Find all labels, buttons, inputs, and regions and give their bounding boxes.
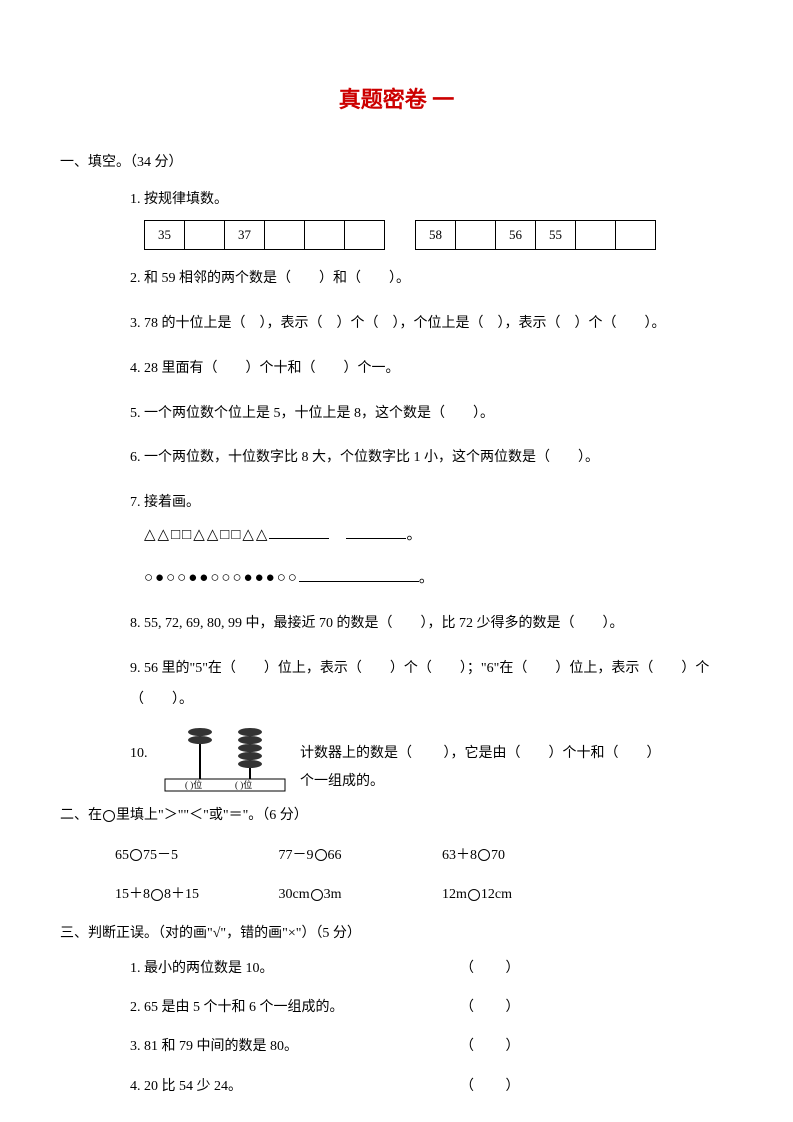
section-1-header: 一、填空。（34 分） [60,150,733,175]
exam-title: 真题密卷 一 [60,80,733,120]
section-3-header: 三、判断正误。（对的画"√"，错的画"×"）（5 分） [60,921,733,946]
q10-text-bottom: 个一组成的。 [300,769,384,794]
q5: 5. 一个两位数个位上是 5，十位上是 8，这个数是（ ）。 [130,399,733,430]
q7-pattern1: △△□□△△□□△△ 。 [144,519,733,552]
q7-p2-shapes: ○●○○●●○○○●●●○○ [144,570,299,586]
q3: 3. 78 的十位上是（ ），表示（ ）个（ ），个位上是（ ），表示（ ）个（… [130,309,733,340]
judge-4: 4. 20 比 54 少 24。 （ ） [130,1074,733,1099]
judge-3-text: 3. 81 和 79 中间的数是 80。 [130,1034,460,1059]
s2-header-pre: 二、在 [60,808,102,823]
abacus-pos-right: ( )位 [235,779,252,790]
circle-icon [103,810,115,822]
q1-t2-c0: 58 [416,220,456,250]
judge-2-text: 2. 65 是由 5 个十和 6 个一组成的。 [130,995,460,1020]
s2-header-post: 里填上"＞""＜"或"＝"。（6 分） [116,808,308,823]
q1-t2-c4 [576,220,616,250]
q1-t2-c2: 56 [496,220,536,250]
abacus-pos-left: ( )位 [185,779,202,790]
judge-2: 2. 65 是由 5 个十和 6 个一组成的。 （ ） [130,995,733,1020]
cmp-2b: 30cm3m [279,882,439,907]
q1-t2-c3: 55 [536,220,576,250]
judge-3-paren: （ ） [460,1034,540,1059]
q4: 4. 28 里面有（ ）个十和（ ）个一。 [130,354,733,385]
q1-table2: 58 56 55 [415,220,656,251]
q10-text-right: 计数器上的数是（ ），它是由（ ）个十和（ ） [300,741,661,766]
q7-p1-shapes: △△□□△△□□△△ [144,527,269,543]
section-1: 一、填空。（34 分） 1. 按规律填数。 35 37 58 56 [60,150,733,790]
cmp-1c: 63＋870 [442,843,602,868]
q7-p1-end: 。 [406,527,423,543]
q1-t1-c1 [185,220,225,250]
q1-t1-c2: 37 [225,220,265,250]
cmp-1b: 77－966 [279,843,439,868]
q1-label: 1. 按规律填数。 [130,192,228,207]
q1-t2-c5 [616,220,656,250]
q7-label: 7. 接着画。 [130,495,200,510]
q1-tables: 35 37 58 56 55 [144,220,733,251]
section-2-header: 二、在里填上"＞""＜"或"＝"。（6 分） [60,803,733,828]
q1-t1-c3 [265,220,305,250]
q1-t2-c1 [456,220,496,250]
q8: 8. 55, 72, 69, 80, 99 中，最接近 70 的数是（ ），比 … [130,609,733,640]
judge-4-text: 4. 20 比 54 少 24。 [130,1074,460,1099]
q7: 7. 接着画。 △△□□△△□□△△ 。 ○●○○●●○○○●●●○○ 。 [130,488,733,595]
judge-1-text: 1. 最小的两位数是 10。 [130,956,460,981]
q1-t1-c0: 35 [145,220,185,250]
q10-number: 10. [130,741,148,766]
q10: 10. ( )位 ( )位 计数器上的数是（ ），它是由（ ）个十和（ ） 个一… [130,729,733,789]
q7-p2-end: 。 [419,570,436,586]
cmp-2a: 15＋88＋15 [115,882,275,907]
judge-2-paren: （ ） [460,995,540,1020]
cmp-1a: 6575－5 [115,843,275,868]
q6: 6. 一个两位数，十位数字比 8 大，个位数字比 1 小，这个两位数是（ ）。 [130,443,733,474]
section-3: 三、判断正误。（对的画"√"，错的画"×"）（5 分） 1. 最小的两位数是 1… [60,921,733,1099]
q1: 1. 按规律填数。 35 37 58 56 55 [130,185,733,250]
judge-1-paren: （ ） [460,956,540,981]
judge-3: 3. 81 和 79 中间的数是 80。 （ ） [130,1034,733,1059]
compare-row-2: 15＋88＋15 30cm3m 12m12cm [115,882,733,907]
q9: 9. 56 里的"5"在（ ）位上，表示（ ）个（ ）；"6"在（ ）位上，表示… [130,654,733,716]
q1-t1-c5 [345,220,385,250]
compare-row-1: 6575－5 77－966 63＋870 [115,843,733,868]
q1-table1: 35 37 [144,220,385,251]
judge-4-paren: （ ） [460,1074,540,1099]
q7-pattern2: ○●○○●●○○○●●●○○ 。 [144,562,733,595]
cmp-2c: 12m12cm [442,882,602,907]
section-2: 二、在里填上"＞""＜"或"＝"。（6 分） 6575－5 77－966 63＋… [60,803,733,907]
judge-1: 1. 最小的两位数是 10。 （ ） [130,956,733,981]
q1-t1-c4 [305,220,345,250]
q2: 2. 和 59 相邻的两个数是（ ）和（ ）。 [130,264,733,295]
abacus-icon: ( )位 ( )位 [160,724,290,794]
